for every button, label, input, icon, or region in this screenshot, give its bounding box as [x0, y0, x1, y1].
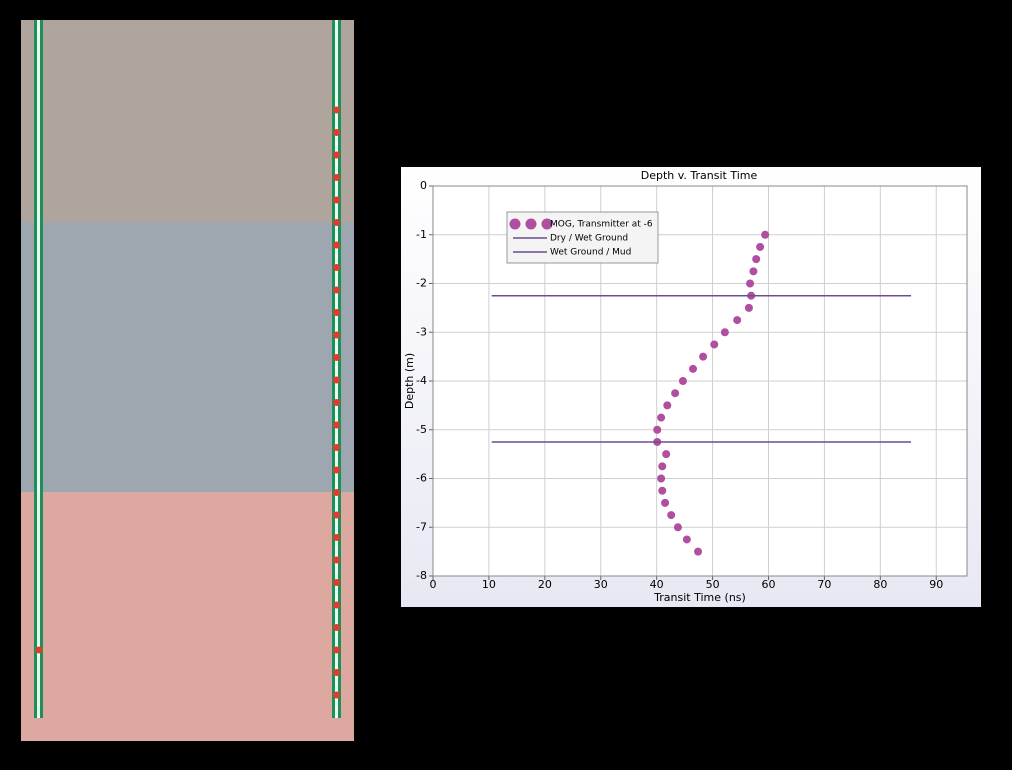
x-tick-label: 60 — [761, 578, 775, 591]
receiver — [333, 669, 340, 676]
x-tick-label: 80 — [873, 578, 887, 591]
legend: MOG, Transmitter at -6 Dry / Wet Ground We… — [506, 211, 659, 264]
receiver — [333, 331, 340, 339]
data-point — [733, 316, 742, 325]
receiver — [333, 129, 340, 136]
data-point — [678, 377, 687, 385]
receiver — [333, 264, 340, 271]
data-point — [756, 242, 765, 251]
data-point — [657, 413, 666, 422]
receiver — [333, 646, 340, 654]
receiver — [333, 421, 340, 429]
right-borehole — [332, 20, 341, 718]
x-tick-label: 10 — [482, 578, 496, 591]
receiver — [333, 354, 340, 361]
receiver — [333, 444, 340, 451]
data-point — [699, 352, 708, 361]
y-axis-label: Depth (m) — [403, 353, 416, 409]
y-tick-label: -6 — [416, 472, 427, 485]
x-tick-label: 40 — [650, 578, 664, 591]
legend-label: Wet Ground / Mud — [550, 248, 631, 258]
y-tick-label: -3 — [416, 325, 427, 338]
receiver — [333, 286, 340, 294]
chart-title: Depth v. Transit Time — [641, 169, 758, 182]
data-point — [663, 401, 672, 410]
data-point — [749, 267, 758, 276]
data-point — [689, 364, 698, 373]
y-tick-label: -1 — [416, 228, 427, 241]
data-point — [752, 255, 761, 264]
receiver — [333, 309, 340, 316]
data-point — [720, 328, 729, 337]
x-tick-label: 70 — [817, 578, 831, 591]
x-axis-label: Transit Time (ns) — [653, 591, 746, 604]
wet-layer — [21, 222, 354, 492]
receiver — [333, 466, 340, 474]
y-tick-label: -8 — [416, 569, 427, 582]
y-tick-label: 0 — [420, 179, 427, 192]
data-point — [661, 498, 670, 507]
receiver — [333, 556, 340, 564]
receiver — [333, 174, 340, 181]
receiver — [333, 691, 340, 699]
dry-layer — [21, 20, 354, 222]
data-point — [667, 511, 676, 520]
mud-layer — [21, 492, 354, 741]
data-point — [761, 230, 770, 239]
receiver — [333, 196, 340, 204]
data-point — [657, 474, 666, 483]
data-point — [744, 303, 753, 312]
receiver — [333, 219, 340, 226]
data-point — [658, 486, 667, 495]
data-point — [671, 389, 680, 398]
x-tick-label: 20 — [538, 578, 552, 591]
legend-marker — [525, 218, 537, 230]
simulation-panel — [21, 20, 354, 741]
x-tick-label: 50 — [706, 578, 720, 591]
receiver — [333, 579, 340, 586]
data-point — [694, 547, 703, 556]
receiver — [333, 376, 340, 384]
data-point — [746, 279, 755, 288]
data-point — [673, 523, 682, 532]
receiver — [333, 624, 340, 631]
left-borehole — [34, 20, 43, 718]
legend-marker — [509, 218, 521, 230]
receiver — [333, 489, 340, 496]
y-tick-label: -7 — [416, 520, 427, 533]
receiver — [333, 399, 340, 406]
legend-label: Dry / Wet Ground — [550, 234, 628, 244]
data-point — [653, 425, 662, 434]
receiver — [333, 151, 340, 159]
data-point — [658, 462, 667, 471]
x-tick-label: 90 — [929, 578, 943, 591]
data-point — [710, 340, 719, 349]
x-tick-label: 30 — [594, 578, 608, 591]
legend-label: MOG, Transmitter at -6 — [550, 220, 653, 230]
x-tick-label: 0 — [430, 578, 437, 591]
data-point — [662, 450, 671, 459]
y-tick-label: -5 — [416, 423, 427, 436]
receiver — [333, 106, 340, 114]
legend-marker — [541, 218, 553, 230]
receiver — [333, 534, 340, 541]
y-tick-label: -2 — [416, 277, 427, 290]
y-tick-label: -4 — [416, 374, 427, 387]
receiver — [333, 511, 340, 519]
transmitter — [35, 646, 43, 654]
data-point — [682, 535, 691, 544]
plot-frame — [432, 185, 968, 577]
receiver — [333, 241, 340, 249]
receiver — [333, 601, 340, 609]
